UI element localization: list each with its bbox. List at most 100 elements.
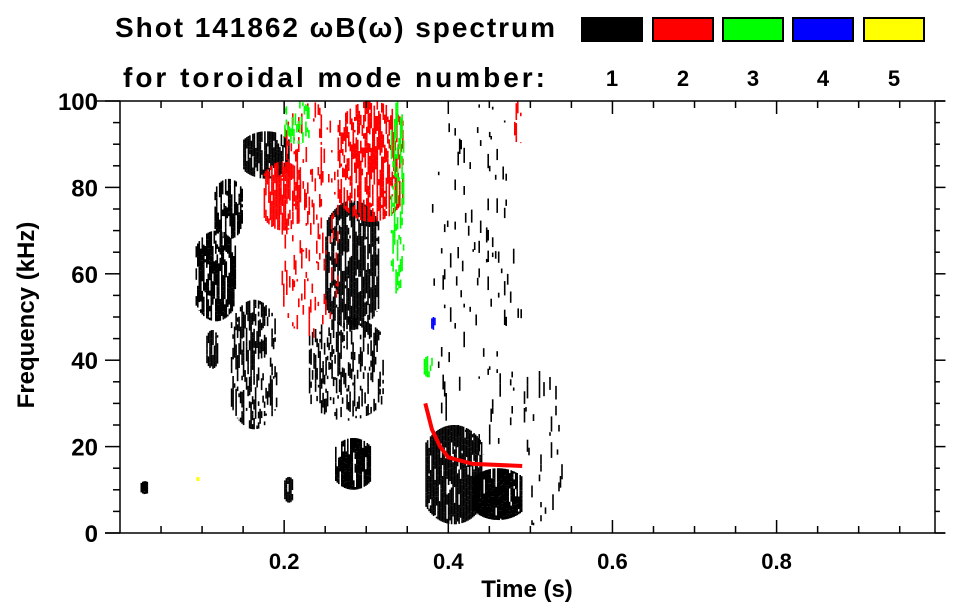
- spectral-streak: [359, 291, 362, 303]
- spectral-streak: [335, 462, 337, 468]
- spectral-streak: [320, 154, 323, 170]
- spectral-streak: [384, 209, 386, 219]
- spectral-streak: [456, 512, 459, 522]
- spectral-streak: [289, 186, 291, 189]
- spectral-streak: [271, 395, 273, 411]
- spectral-streak: [364, 237, 366, 240]
- spectral-streak: [490, 490, 493, 497]
- spectral-streak: [332, 276, 335, 286]
- spectral-streak: [220, 235, 222, 237]
- spectral-streak: [473, 441, 475, 454]
- spectral-streak: [277, 152, 280, 168]
- spectral-streak: [456, 473, 459, 487]
- spectral-streak: [360, 455, 363, 467]
- spectral-streak: [245, 301, 248, 315]
- spectral-streak: [213, 271, 216, 282]
- spectral-streak: [346, 111, 349, 124]
- spectral-streak: [371, 222, 374, 233]
- spectral-streak: [359, 334, 362, 340]
- spectral-streak: [446, 428, 448, 444]
- spectral-streak: [329, 362, 332, 370]
- spectral-streak: [487, 276, 489, 291]
- spectral-streak: [242, 360, 245, 377]
- spectral-streak: [364, 255, 366, 271]
- spectral-streak: [398, 234, 400, 240]
- spectral-streak: [399, 181, 401, 185]
- spectral-streak: [378, 135, 380, 150]
- spectral-streak: [360, 140, 362, 154]
- spectral-streak: [213, 296, 216, 299]
- spectral-streak: [367, 243, 369, 260]
- spectral-streak: [340, 132, 343, 135]
- spectral-streak: [343, 335, 345, 338]
- spectral-streak: [295, 260, 297, 275]
- spectral-streak: [382, 359, 384, 376]
- spectral-streak: [505, 469, 508, 472]
- spectral-streak: [354, 162, 356, 173]
- spectral-streak: [230, 357, 233, 368]
- x-axis-label: Time (s): [481, 576, 573, 603]
- spectral-streak: [462, 485, 465, 491]
- spectral-streak: [519, 508, 521, 514]
- spectral-streak: [212, 281, 214, 297]
- spectral-streak: [393, 225, 396, 239]
- spectral-streak: [377, 257, 380, 267]
- spectral-streak: [517, 501, 520, 510]
- spectral-streak: [253, 156, 256, 171]
- spectral-streak: [365, 221, 368, 227]
- spectral-streak: [257, 401, 260, 406]
- spectral-streak: [293, 136, 295, 144]
- spectral-streak: [428, 371, 430, 375]
- y-tick-label: 80: [71, 175, 98, 202]
- spectral-streak: [384, 196, 386, 207]
- spectral-streak: [311, 370, 314, 380]
- spectral-streak: [261, 152, 263, 167]
- spectral-streak: [247, 172, 250, 174]
- spectral-streak: [209, 265, 211, 281]
- spectral-streak: [363, 447, 366, 463]
- spectral-streak: [355, 113, 358, 121]
- spectral-streak: [362, 348, 365, 352]
- spectral-streak: [247, 315, 249, 322]
- spectral-region-mode-4: [431, 317, 436, 330]
- spectral-streak: [358, 354, 360, 364]
- spectral-streak: [227, 283, 229, 288]
- spectral-streak: [472, 249, 474, 252]
- spectral-streak: [222, 317, 225, 320]
- spectral-streak: [278, 175, 281, 184]
- spectral-streak: [338, 321, 341, 326]
- spectral-streak: [465, 516, 468, 521]
- spectral-streak: [540, 502, 542, 508]
- spectral-streak: [286, 183, 288, 194]
- spectral-streak: [393, 166, 396, 177]
- spectral-streak: [393, 157, 396, 167]
- spectral-streak: [447, 450, 450, 454]
- spectral-streak: [372, 218, 374, 222]
- spectral-streak: [285, 119, 288, 126]
- spectral-streak: [325, 258, 327, 263]
- spectral-streak: [271, 363, 273, 372]
- spectral-streak: [287, 477, 289, 481]
- spectral-streak: [292, 190, 294, 203]
- spectral-streak: [526, 439, 529, 452]
- spectral-streak: [372, 128, 374, 142]
- spectral-streak: [209, 290, 211, 296]
- spectral-streak: [531, 485, 533, 493]
- spectral-streak: [257, 300, 260, 309]
- spectral-streak: [387, 116, 389, 122]
- spectral-streak: [513, 504, 515, 511]
- spectral-streak: [377, 270, 380, 275]
- spectral-streak: [342, 167, 344, 178]
- spectral-streak: [352, 302, 354, 318]
- spectral-streak: [350, 305, 353, 320]
- spectral-streak: [320, 128, 323, 139]
- spectral-streak: [252, 173, 254, 177]
- spectral-streak: [310, 169, 312, 175]
- spectral-streak: [360, 203, 362, 207]
- spectral-streak: [268, 312, 270, 317]
- spectral-streak: [367, 413, 369, 416]
- spectral-streak: [384, 190, 386, 194]
- spectral-streak: [276, 140, 278, 150]
- spectral-streak: [325, 357, 327, 364]
- spectral-streak: [370, 254, 372, 268]
